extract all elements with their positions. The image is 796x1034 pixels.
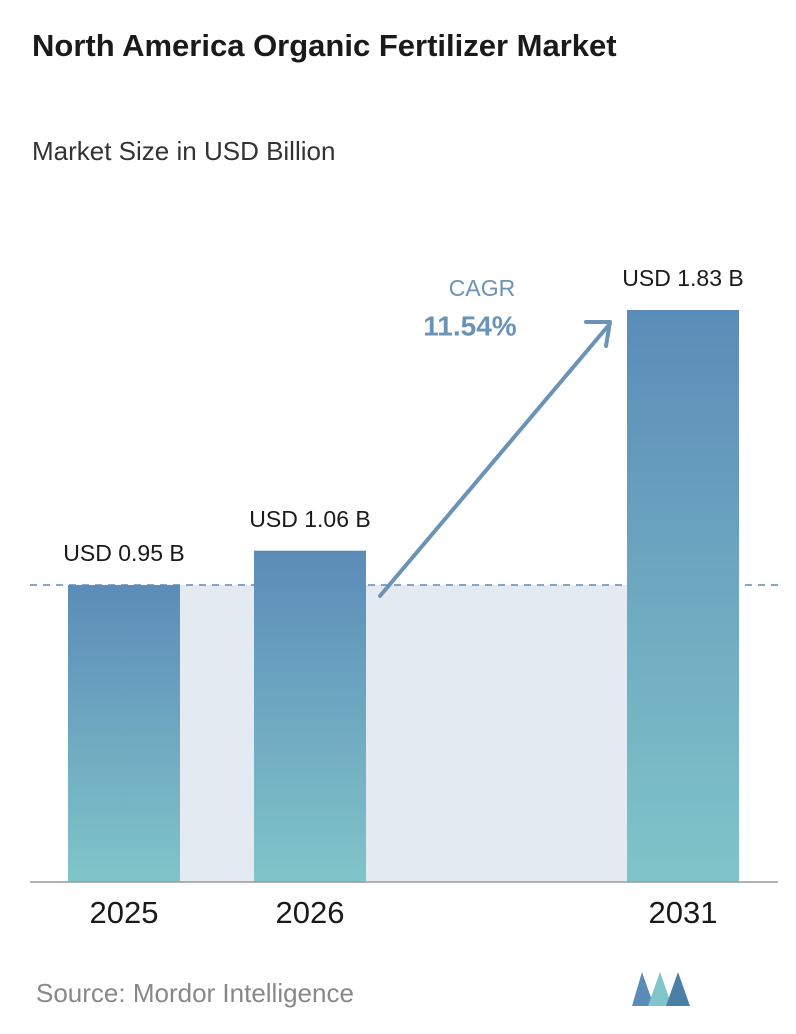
cagr-arrow: [378, 324, 610, 598]
chart-title: North America Organic Fertilizer Market: [32, 28, 617, 63]
x-tick-label: 2025: [90, 895, 159, 930]
cagr-value: 11.54%: [423, 310, 517, 341]
bar: [627, 310, 739, 882]
logo: [632, 972, 690, 1006]
x-tick-label: 2031: [649, 895, 718, 930]
bar: [68, 585, 180, 882]
value-label: USD 1.06 B: [249, 506, 370, 532]
x-tick-label: 2026: [276, 895, 345, 930]
value-label: USD 1.83 B: [622, 265, 743, 291]
source: Source: Mordor Intelligence: [36, 978, 354, 1008]
value-label: USD 0.95 B: [63, 540, 184, 566]
chart-subtitle: Market Size in USD Billion: [32, 136, 336, 166]
cagr-arrowhead: [584, 320, 612, 348]
cagr-label: CAGR: [449, 275, 515, 301]
bar: [254, 550, 366, 882]
